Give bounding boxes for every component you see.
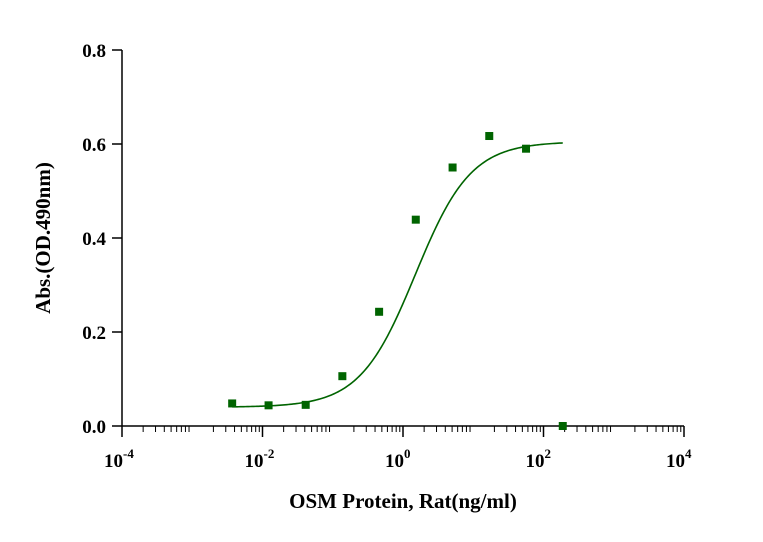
x-tick-exponent: 0: [404, 446, 411, 461]
x-tick-exponent: -4: [123, 446, 134, 461]
x-tick-label: 10-4: [104, 446, 134, 472]
y-tick-label: 0.2: [82, 323, 106, 344]
x-tick-base: 10: [666, 451, 685, 472]
x-tick-exponent: 2: [545, 446, 552, 461]
data-point: [522, 144, 531, 153]
x-tick-label: 100: [385, 446, 411, 472]
data-point: [448, 163, 457, 172]
y-tick-label: 0.4: [82, 229, 106, 250]
x-ticks: 10-4 10-2 100 102 104: [104, 426, 692, 472]
y-ticks: 0.0 0.2 0.4 0.6 0.8: [82, 41, 122, 438]
x-tick-base: 10: [385, 451, 404, 472]
x-tick-base: 10: [104, 451, 123, 472]
x-tick-exponent: -2: [264, 446, 275, 461]
data-point: [558, 422, 567, 430]
data-point: [301, 400, 310, 409]
data-point: [338, 372, 347, 381]
data-point: [264, 401, 273, 410]
y-tick-label: 0.6: [82, 135, 106, 156]
x-tick-base: 10: [526, 451, 545, 472]
data-point: [375, 307, 384, 316]
x-axis-title: OSM Protein, Rat(ng/ml): [289, 489, 517, 513]
x-tick-exponent: 4: [685, 446, 692, 461]
x-tick-label: 104: [666, 446, 692, 472]
x-tick-label: 102: [526, 446, 552, 472]
x-tick-label: 10-2: [245, 446, 275, 472]
data-points: [228, 132, 567, 430]
data-point: [485, 132, 494, 141]
y-tick-label: 0.0: [82, 417, 106, 438]
axes: [121, 50, 684, 427]
x-tick-base: 10: [245, 451, 264, 472]
data-point: [228, 399, 237, 408]
y-axis-title: Abs.(OD.490nm): [31, 162, 55, 314]
data-point: [411, 215, 420, 224]
y-tick-label: 0.8: [82, 41, 106, 62]
fit-curve: [232, 142, 563, 408]
